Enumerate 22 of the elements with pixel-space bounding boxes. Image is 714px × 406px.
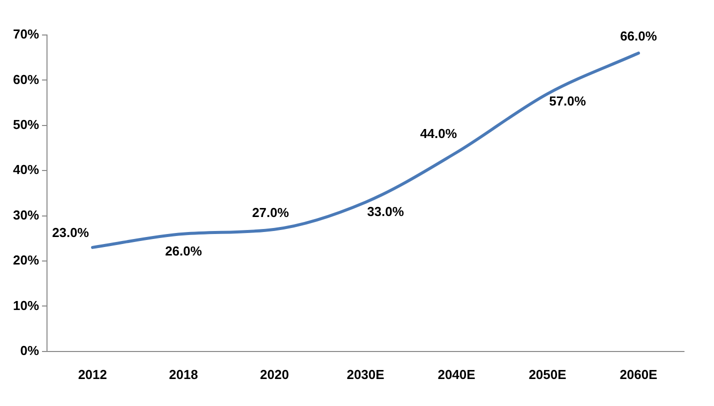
y-tick-label: 30% (12, 207, 40, 222)
y-tick-label: 0% (20, 342, 40, 358)
y-tick-label: 50% (12, 116, 40, 132)
data-label: 33.0% (367, 204, 404, 219)
y-tick-label: 70% (12, 26, 40, 42)
x-tick-label: 2018 (169, 366, 198, 382)
y-tick-label: 60% (12, 72, 40, 87)
y-tick-label: 20% (12, 252, 40, 268)
x-tick-label: 2040E (438, 366, 476, 382)
data-label: 44.0% (420, 126, 458, 142)
x-tick-label: 2030E (346, 366, 385, 382)
data-label: 23.0% (52, 225, 90, 240)
data-label: 66.0% (620, 28, 658, 44)
data-label: 26.0% (165, 243, 202, 258)
x-tick-label: 2020 (260, 366, 289, 382)
x-tick-label: 2050E (528, 366, 567, 382)
data-label: 27.0% (252, 204, 290, 220)
x-tick-label: 2012 (78, 366, 107, 382)
data-label: 57.0% (549, 93, 586, 108)
y-tick-label: 40% (12, 162, 40, 178)
y-tick-label: 10% (12, 298, 40, 313)
x-tick-label: 2060E (620, 366, 658, 382)
